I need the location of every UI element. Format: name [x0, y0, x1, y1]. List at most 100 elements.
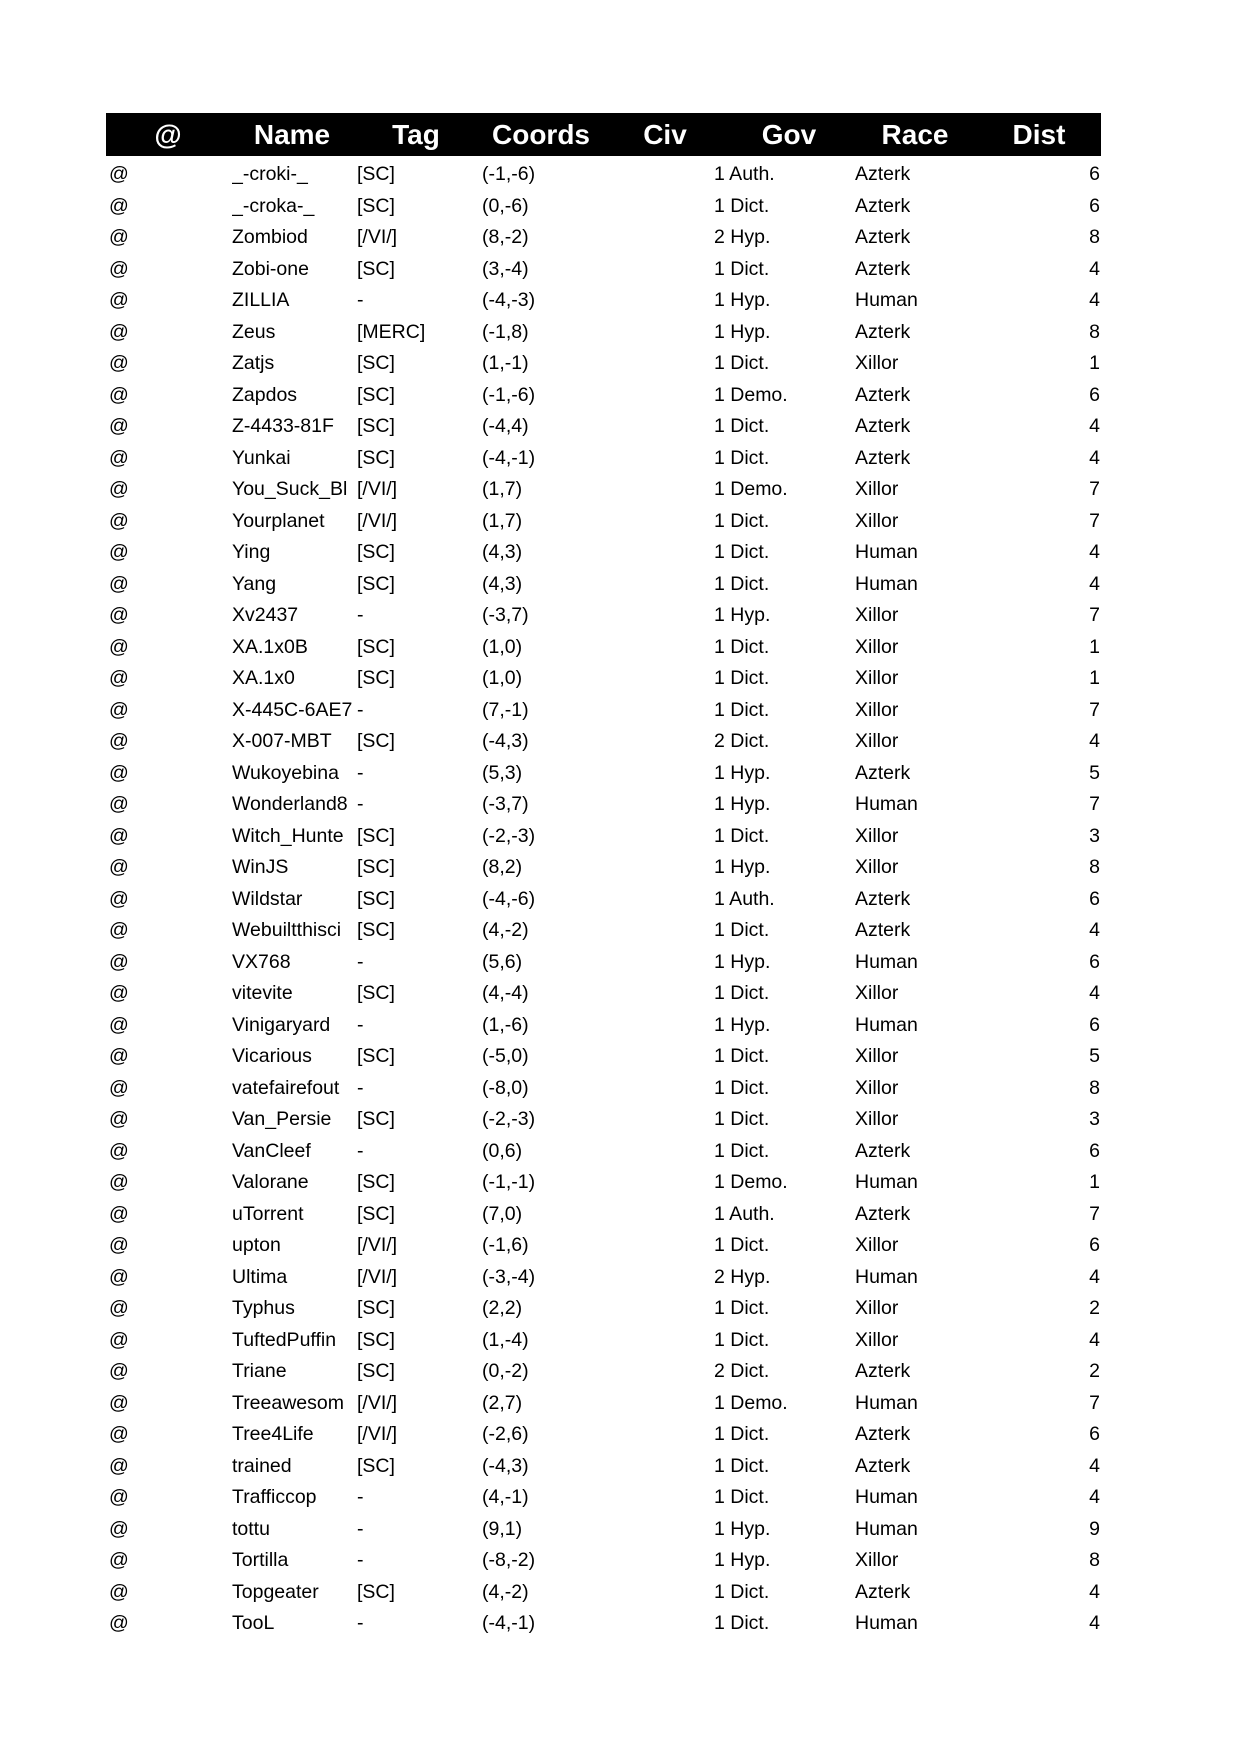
cell-tag: [MERC] — [357, 320, 426, 343]
header-civ: Civ — [643, 119, 687, 150]
cell-tag: [SC] — [357, 856, 395, 878]
cell-at: @ — [109, 1297, 129, 1319]
table-row: @ XA.1x0 [SC] (1,0) 1 Dict. Xillor 1 — [0, 663, 1241, 695]
cell-name: Wildstar — [232, 887, 303, 910]
cell-at: @ — [109, 1423, 129, 1445]
cell-at: @ — [109, 226, 129, 248]
cell-name: VX768 — [232, 950, 291, 973]
cell-gov: 1 Hyp. — [714, 856, 771, 878]
cell-name: Tortilla — [232, 1549, 289, 1571]
cell-gov: 1 Dict. — [714, 1423, 770, 1445]
cell-coords: (1,0) — [482, 667, 523, 689]
table-row: @ Typhus [SC] (2,2) 1 Dict. Xillor 2 — [0, 1293, 1241, 1325]
cell-at: @ — [109, 1045, 129, 1067]
cell-coords: (1,7) — [482, 478, 523, 500]
cell-dist: 1 — [1089, 352, 1100, 374]
table-header: @ Name Tag Coords Civ Gov Race Dist — [106, 113, 1101, 156]
cell-at: @ — [109, 635, 129, 658]
cell-dist: 5 — [1089, 1045, 1100, 1067]
cell-coords: (8,2) — [482, 856, 523, 878]
table-row: @ tottu - (9,1) 1 Hyp. Human 9 — [0, 1514, 1241, 1546]
table-row: @ Wonderland8- (-3,7) 1 Hyp. Human 7 — [0, 789, 1241, 821]
cell-race: Xillor — [855, 635, 899, 658]
cell-race: Xillor — [855, 667, 899, 689]
cell-dist: 4 — [1089, 1454, 1100, 1477]
cell-race: Xillor — [855, 1234, 899, 1256]
cell-tag: - — [357, 289, 364, 311]
cell-race: Human — [855, 1486, 918, 1508]
cell-coords: (8,-2) — [482, 226, 529, 248]
cell-gov: 1 Dict. — [714, 1328, 770, 1351]
cell-name: upton — [232, 1234, 281, 1256]
table-row: @ Webuiltthisci [SC] (4,-2) 1 Dict. Azterk 4 — [0, 915, 1241, 947]
cell-tag: [SC] — [357, 667, 395, 689]
cell-race: Xillor — [855, 1045, 899, 1067]
cell-at: @ — [109, 1328, 129, 1351]
cell-dist: 1 — [1089, 1171, 1100, 1193]
cell-at: @ — [109, 887, 129, 910]
cell-race: Azterk — [855, 919, 911, 941]
cell-dist: 7 — [1089, 793, 1100, 815]
cell-coords: (4,-1) — [482, 1486, 529, 1508]
cell-tag: [SC] — [357, 1171, 395, 1193]
cell-dist: 3 — [1089, 1108, 1100, 1130]
cell-tag: [SC] — [357, 887, 395, 910]
cell-gov: 1 Auth. — [714, 1202, 775, 1225]
cell-gov: 1 Dict. — [714, 446, 770, 469]
cell-race: Xillor — [855, 509, 899, 532]
cell-coords: (0,-6) — [482, 194, 529, 217]
cell-coords: (1,0) — [482, 635, 523, 658]
cell-coords: (-4,3) — [482, 1454, 529, 1477]
cell-gov: 1 Auth. — [714, 887, 775, 910]
cell-gov: 1 Dict. — [714, 635, 770, 658]
cell-race: Human — [855, 950, 918, 973]
table-row: @ You_Suck_Bl [/VI/] (1,7) 1 Demo. Xillor 7 — [0, 474, 1241, 506]
cell-race: Azterk — [855, 761, 911, 784]
cell-coords: (-1,-6) — [482, 163, 536, 185]
cell-dist: 6 — [1089, 1423, 1100, 1445]
cell-name: Zatjs — [232, 352, 275, 374]
cell-race: Azterk — [855, 446, 911, 469]
cell-gov: 1 Dict. — [714, 824, 770, 847]
cell-coords: (-4,-1) — [482, 446, 536, 469]
table-row: @ Witch_Hunte [SC] (-2,-3) 1 Dict. Xillor 3 — [0, 821, 1241, 853]
table-row: @ _-croka-_ [SC] (0,-6) 1 Dict. Azterk 6 — [0, 191, 1241, 223]
table-row: @ TuftedPuffin [SC] (1,-4) 1 Dict. Xillor 4 — [0, 1325, 1241, 1357]
cell-dist: 9 — [1089, 1517, 1100, 1540]
cell-gov: 1 Dict. — [714, 572, 770, 595]
cell-gov: 1 Hyp. — [714, 604, 771, 626]
cell-name: Trafficcop — [232, 1486, 317, 1508]
cell-race: Azterk — [855, 226, 911, 248]
cell-tag: [SC] — [357, 919, 395, 941]
cell-at: @ — [109, 1171, 129, 1193]
table-row: @ X-007-MBT [SC] (-4,3) 2 Dict. Xillor 4 — [0, 726, 1241, 758]
cell-at: @ — [109, 383, 129, 406]
cell-coords: (9,1) — [482, 1517, 523, 1540]
cell-dist: 4 — [1089, 415, 1100, 437]
cell-race: Xillor — [855, 1108, 899, 1130]
cell-gov: 1 Dict. — [714, 1297, 770, 1319]
cell-name: Topgeater — [232, 1580, 319, 1603]
cell-coords: (-2,6) — [482, 1423, 529, 1445]
cell-tag: [SC] — [357, 541, 395, 563]
cell-name: trained — [232, 1454, 292, 1477]
table-row: @ _-croki-_ [SC] (-1,-6) 1 Auth. Azterk 6 — [0, 159, 1241, 191]
cell-race: Human — [855, 572, 918, 595]
cell-coords: (5,6) — [482, 950, 523, 973]
table-row: @ vitevite [SC] (4,-4) 1 Dict. Xillor 4 — [0, 978, 1241, 1010]
table-row: @ Trafficcop - (4,-1) 1 Dict. Human 4 — [0, 1482, 1241, 1514]
cell-name: Zapdos — [232, 383, 298, 406]
cell-race: Xillor — [855, 1328, 899, 1351]
cell-gov: 2 Hyp. — [714, 1265, 771, 1288]
cell-tag: - — [357, 1013, 364, 1036]
cell-race: Azterk — [855, 163, 911, 185]
cell-tag: - — [357, 793, 364, 815]
cell-at: @ — [109, 761, 129, 784]
cell-gov: 1 Hyp. — [714, 1013, 771, 1036]
cell-at: @ — [109, 572, 129, 595]
cell-name: Witch_Hunte — [232, 824, 344, 847]
table-row: @ Yang [SC] (4,3) 1 Dict. Human 4 — [0, 569, 1241, 601]
cell-coords: (-5,0) — [482, 1045, 529, 1067]
cell-tag: - — [357, 1076, 364, 1099]
cell-name: Treeawesom — [232, 1391, 344, 1414]
